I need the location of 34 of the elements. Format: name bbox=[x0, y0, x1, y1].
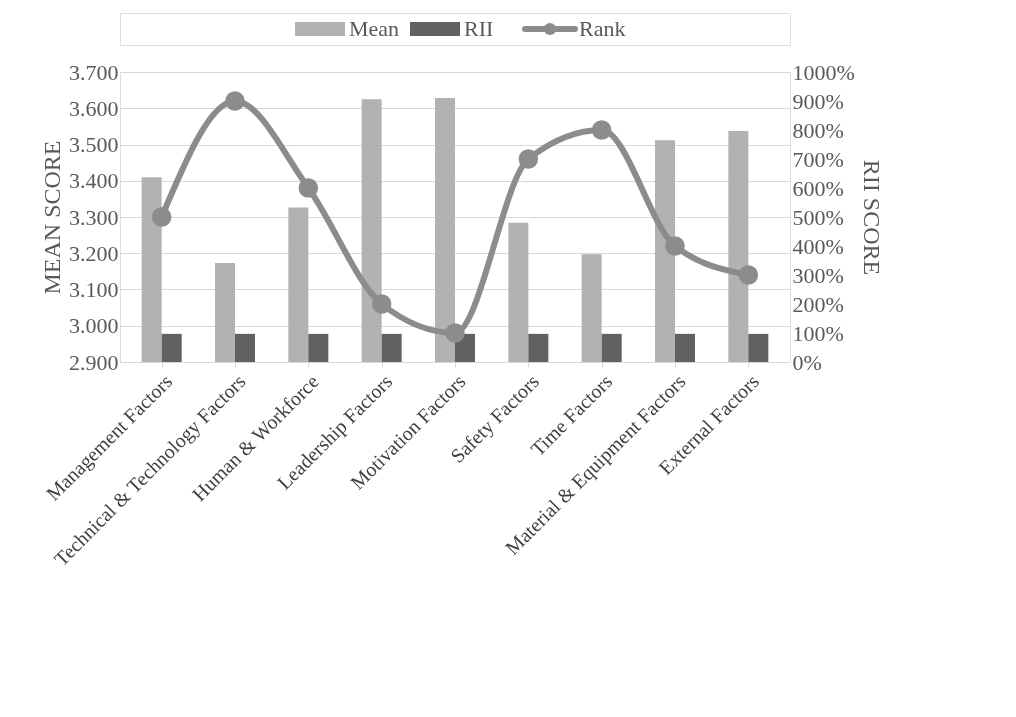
legend-label: Rank bbox=[579, 16, 626, 41]
y-tick-label: 3.700 bbox=[69, 59, 119, 85]
y-tick-label: 3.400 bbox=[69, 168, 119, 194]
y-tick-label: 3.600 bbox=[69, 95, 119, 121]
point bbox=[591, 120, 612, 140]
legend-label: RII bbox=[464, 16, 494, 41]
y2-axis-title: RII SCORE bbox=[858, 159, 885, 276]
y-tick-label: 3.300 bbox=[69, 204, 119, 230]
y-tick-label: 3.200 bbox=[69, 240, 119, 266]
y-tick-label: 3.500 bbox=[69, 132, 119, 157]
point bbox=[518, 149, 539, 169]
y-tick-label: 2.900 bbox=[69, 349, 119, 375]
y2-tick-label: 1000% bbox=[792, 59, 855, 85]
y2-tick-label: 700% bbox=[792, 146, 844, 172]
y2-tick-label: 300% bbox=[792, 262, 844, 288]
y2-tick-label: 100% bbox=[792, 320, 844, 346]
y2-tick-label: 400% bbox=[792, 233, 844, 259]
point bbox=[371, 294, 392, 314]
y-axis-title: MEAN SCORE bbox=[39, 140, 65, 295]
point bbox=[445, 323, 465, 343]
y2-tick-label: 800% bbox=[792, 117, 844, 143]
legend-label: Mean bbox=[349, 16, 400, 41]
y2-tick-label: 900% bbox=[792, 88, 844, 114]
y-tick-label: 3.100 bbox=[69, 277, 119, 302]
y2-tick-label: 500% bbox=[792, 204, 844, 230]
point bbox=[298, 178, 319, 198]
point bbox=[225, 91, 245, 111]
y2-tick-label: 0% bbox=[792, 349, 822, 375]
y2-tick-label: 600% bbox=[792, 175, 844, 201]
point bbox=[151, 207, 172, 227]
point bbox=[665, 236, 685, 256]
y-tick-label: 3.000 bbox=[69, 313, 119, 339]
y2-tick-label: 200% bbox=[792, 291, 844, 317]
point bbox=[738, 265, 759, 285]
